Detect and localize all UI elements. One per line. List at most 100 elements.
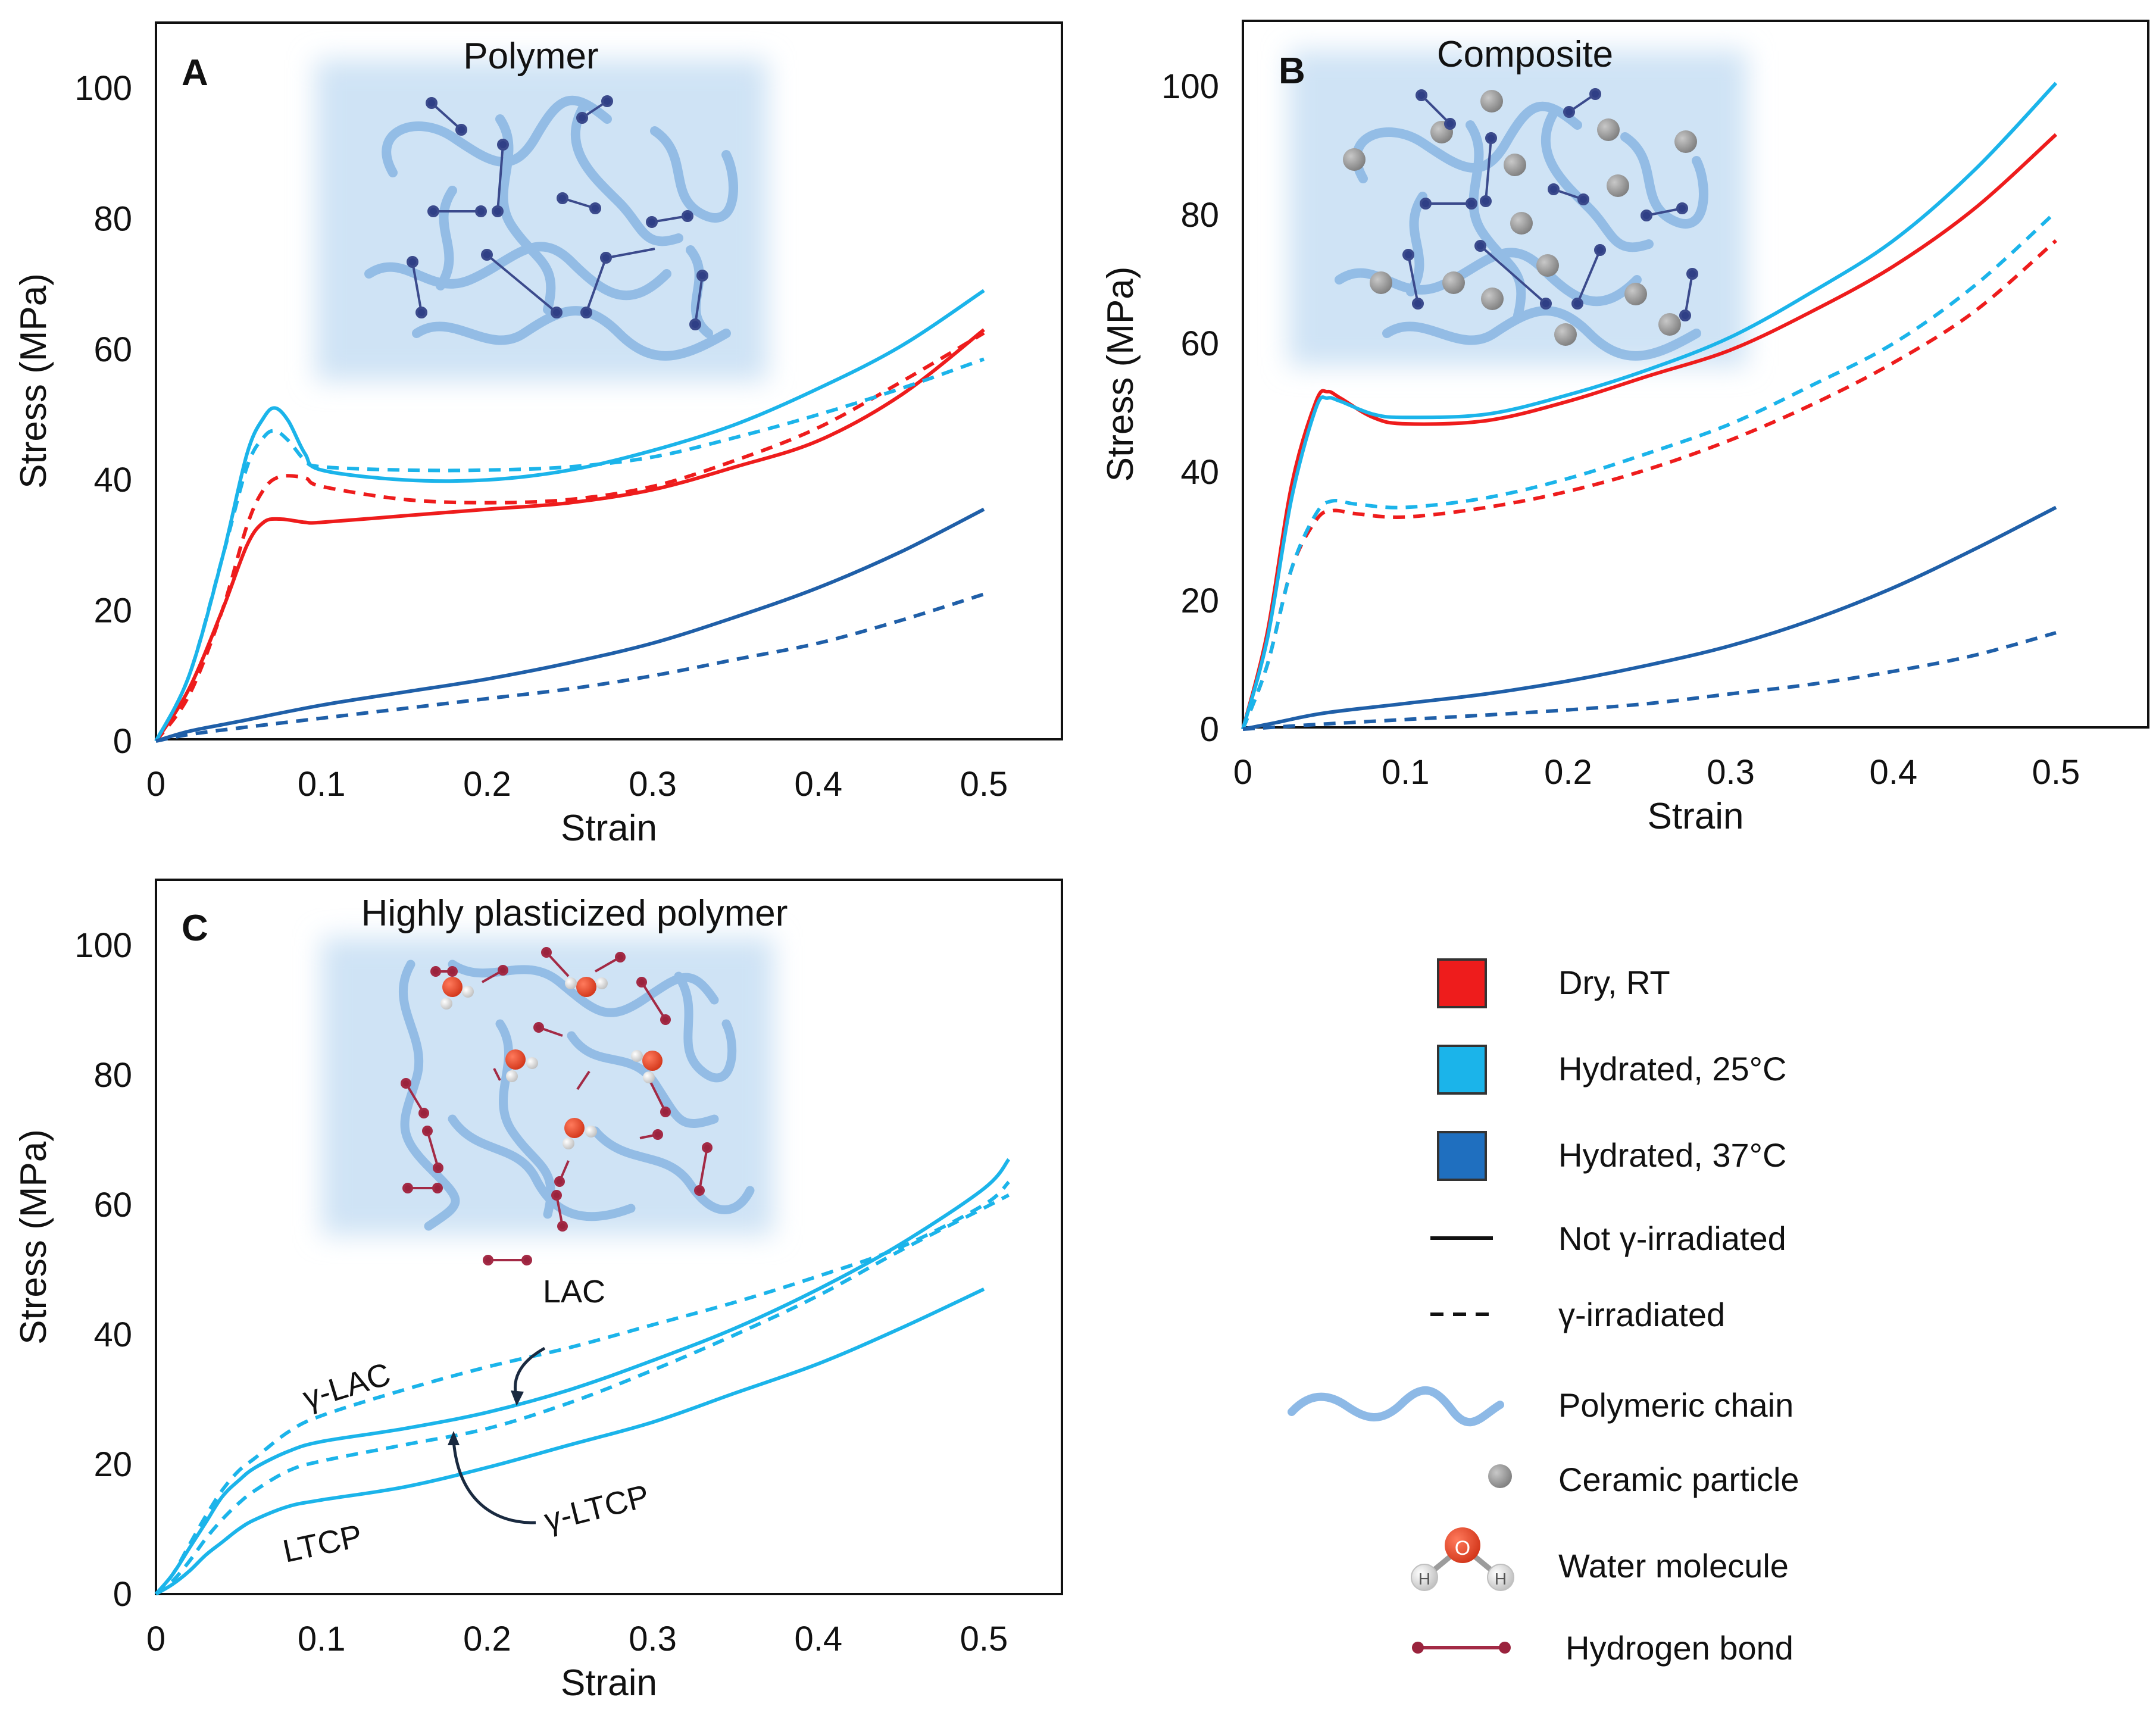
panel-c-ylabel: Stress (MPa): [13, 1129, 54, 1345]
panel-c-xtick-0.1: 0.1: [298, 1620, 346, 1658]
panel-b-xtick-0.4: 0.4: [1869, 753, 1917, 792]
panel-b-ytick-80: 80: [1180, 196, 1219, 235]
panel-a-series: [154, 289, 985, 743]
panel-a-axes: 0 20 40 60 80 100 0 0.1 0.2 0.3 0.4 0.5 Strain Stress…: [13, 69, 1008, 849]
legend-label-not-irradiated: Not γ-irradiated: [1558, 1220, 1786, 1257]
panel-b-xtick-0.3: 0.3: [1707, 753, 1755, 792]
legend-swatch-hyd37: [1437, 1131, 1487, 1181]
hydrogen-bonds: [401, 947, 713, 1265]
panel-a-title: Polymer: [463, 36, 598, 77]
panel-a-series-1: [154, 331, 985, 742]
composite-crosslinks: [1402, 88, 1698, 321]
panel-c-xtick-0: 0: [146, 1620, 165, 1658]
panel-c-series-0: [154, 1158, 1011, 1595]
panel-b-series-2: [1241, 82, 2058, 730]
panel-b-ytick-100: 100: [1161, 67, 1219, 106]
panel-b-xtick-0.2: 0.2: [1544, 753, 1592, 792]
panel-c-ytick-40: 40: [93, 1315, 132, 1354]
panel-c-series: [154, 1158, 1011, 1596]
panel-c-frame: [155, 879, 1063, 1595]
water-o-label: O: [1455, 1537, 1470, 1560]
panel-b-xtick-0: 0: [1233, 753, 1252, 792]
panel-b-series-3: [1241, 210, 2058, 730]
water-molecules: [440, 977, 663, 1149]
panel-a-series-0: [154, 328, 985, 742]
panel-c-xtick-0.5: 0.5: [960, 1620, 1008, 1658]
panel-a-ytick-40: 40: [93, 461, 132, 499]
crosslinks: [407, 95, 708, 330]
arrow-gamma-ltcp: [452, 1440, 536, 1524]
annotation-ltcp: LTCP: [280, 1518, 365, 1570]
annotation-arrowheads: [448, 1390, 524, 1445]
panel-b-ytick-60: 60: [1180, 324, 1219, 363]
panel-b-ytick-20: 20: [1180, 582, 1219, 620]
arrowhead-lac: [511, 1390, 524, 1406]
panel-c-series-1: [154, 1180, 1010, 1595]
polymer-chains: [364, 95, 738, 361]
legend-label-hyd25: Hydrated, 25°C: [1558, 1050, 1786, 1088]
panel-c-ytick-100: 100: [74, 926, 132, 965]
panel-c: C Highly plasticized polymer 0 20 40 60 80 10…: [13, 879, 1063, 1704]
legend: O H H Dry, RT Hydrated, 25°C Hydrated, 3…: [1288, 958, 1799, 1667]
panel-a-xlabel: Strain: [561, 808, 657, 849]
panel-b-xtick-0.1: 0.1: [1382, 753, 1430, 792]
panel-a-series-3: [154, 357, 985, 742]
panel-a-ytick-100: 100: [74, 69, 132, 108]
legend-label-hyd37: Hydrated, 37°C: [1558, 1136, 1786, 1174]
panel-a-ytick-80: 80: [93, 199, 132, 238]
annotation-arrows: [452, 1346, 546, 1524]
legend-label-water-molecule: Water molecule: [1558, 1547, 1789, 1585]
panel-b-frame: [1242, 20, 2149, 729]
legend-label-ceramic-particle: Ceramic particle: [1558, 1461, 1799, 1498]
panel-b: B Composite 0 20 40 60 80 100 0 0.1 0.2 0.3 0.4 0.5…: [1100, 20, 2149, 837]
polymer-network-illustration: [315, 60, 768, 381]
water-h-label-right: H: [1495, 1570, 1507, 1588]
panel-c-series-2: [155, 1193, 1010, 1596]
panel-b-series-0: [1241, 133, 2058, 730]
panel-c-xlabel: Strain: [561, 1662, 657, 1704]
panel-a: A Polymer 0 20 40 60 80 100 0 0.1 0.2 0.3 0.4 0.5 St…: [13, 21, 1063, 849]
panel-c-letter: C: [182, 908, 208, 949]
panel-b-ylabel: Stress (MPa): [1100, 267, 1141, 482]
panel-c-xtick-0.4: 0.4: [794, 1620, 842, 1658]
annotation-gamma-ltcp: γ-LTCP: [540, 1478, 652, 1539]
panel-a-ytick-20: 20: [93, 592, 132, 630]
legend-label-irradiated: γ-irradiated: [1558, 1296, 1725, 1333]
arrowhead-gamma-ltcp: [448, 1431, 460, 1445]
panel-b-ytick-0: 0: [1200, 710, 1219, 749]
panel-c-ytick-20: 20: [93, 1445, 132, 1484]
panel-a-letter: A: [182, 52, 208, 93]
panel-b-axes: 0 20 40 60 80 100 0 0.1 0.2 0.3 0.4 0.5 Strain Stress…: [1100, 67, 2080, 837]
panel-b-xtick-0.5: 0.5: [2032, 753, 2080, 792]
ceramic-particles: [1343, 90, 1697, 346]
panel-a-xtick-0.2: 0.2: [463, 765, 511, 804]
panel-c-xtick-0.2: 0.2: [463, 1620, 511, 1658]
panel-a-frame: [155, 21, 1063, 740]
panel-a-ylabel: Stress (MPa): [13, 273, 54, 489]
legend-particle-icon: [1488, 1464, 1512, 1488]
annotation-lac: LAC: [543, 1274, 605, 1310]
legend-swatch-dry: [1437, 958, 1487, 1008]
panel-c-ytick-0: 0: [113, 1575, 132, 1614]
legend-water-icon: O H H: [1411, 1527, 1514, 1591]
panel-b-series-4: [1242, 505, 2057, 731]
panel-b-series-5: [1242, 631, 2057, 731]
panel-a-xtick-0: 0: [146, 765, 165, 804]
legend-label-polymeric-chain: Polymeric chain: [1558, 1386, 1793, 1424]
panel-c-xtick-0.3: 0.3: [629, 1620, 677, 1658]
panel-b-ytick-40: 40: [1180, 453, 1219, 492]
legend-label-dry: Dry, RT: [1558, 964, 1670, 1001]
panel-b-xlabel: Strain: [1648, 796, 1744, 837]
legend-swatch-hyd25: [1437, 1045, 1487, 1095]
panel-a-xtick-0.3: 0.3: [629, 765, 677, 804]
panel-a-xtick-0.4: 0.4: [794, 765, 842, 804]
panel-c-axes: 0 20 40 60 80 100 0 0.1 0.2 0.3 0.4 0.5 Strain Stress…: [13, 926, 1008, 1704]
panel-b-series: [1241, 82, 2058, 731]
panel-a-series-4: [155, 507, 985, 743]
panel-c-ytick-80: 80: [93, 1056, 132, 1095]
panel-c-series-3: [155, 1287, 985, 1596]
composite-network-illustration: [1289, 51, 1747, 366]
panel-c-title: Highly plasticized polymer: [361, 893, 788, 934]
panel-a-series-5: [155, 592, 985, 743]
